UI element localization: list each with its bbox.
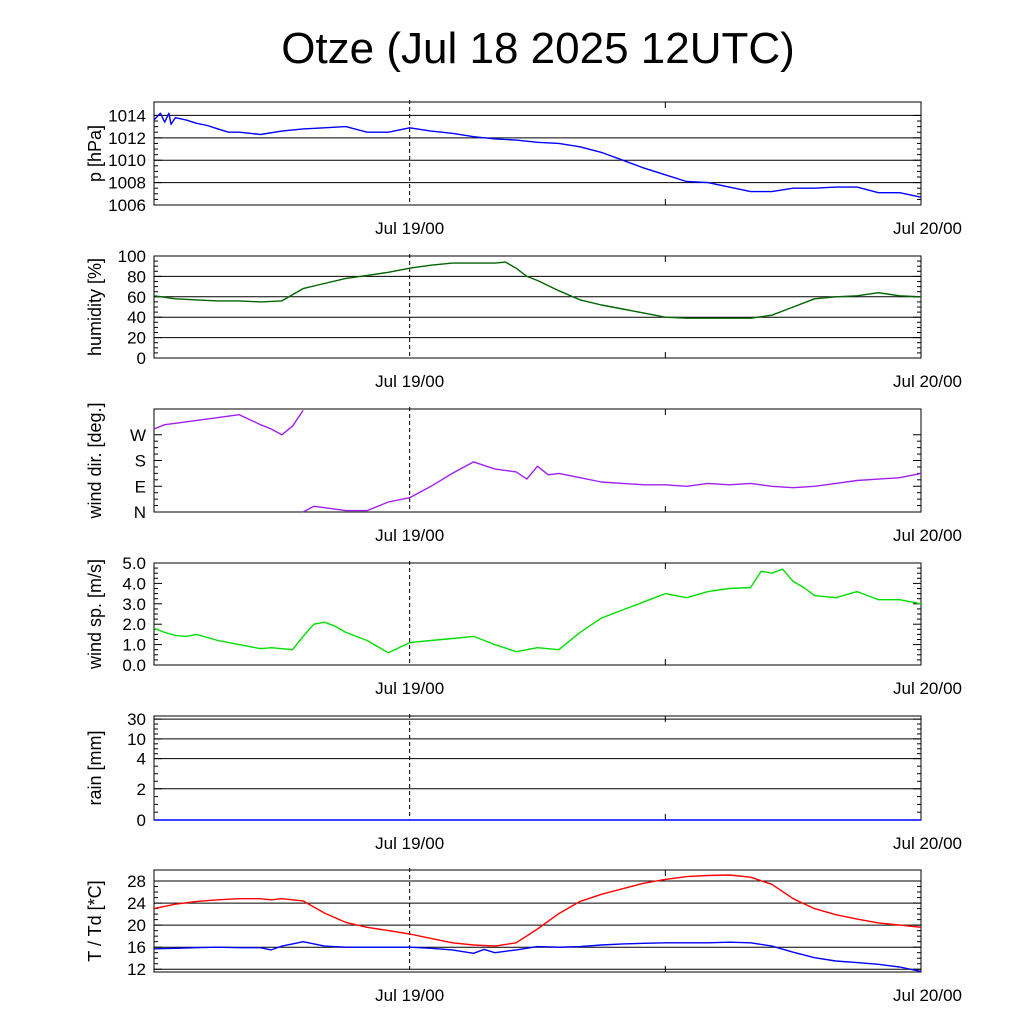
x-tick-label: Jul 20/00	[893, 679, 962, 698]
y-tick-label: E	[135, 477, 146, 496]
y-axis-label: T / Td [*C]	[85, 880, 105, 961]
y-tick-label: 16	[127, 938, 146, 957]
panel-6-series-2	[153, 941, 922, 973]
y-tick-label: 28	[127, 872, 146, 891]
y-tick-label: 12	[127, 960, 146, 979]
y-tick-label: 1012	[108, 129, 146, 148]
x-tick-label: Jul 19/00	[375, 372, 444, 391]
y-tick-label: 1008	[108, 174, 146, 193]
panel-3-series-1	[153, 410, 304, 436]
y-tick-label: 80	[127, 267, 146, 286]
y-tick-label: 10	[127, 730, 146, 749]
panel-5-frame	[153, 715, 922, 821]
y-tick-label: 4.0	[122, 574, 146, 593]
y-axis-label: wind dir. [deg.]	[85, 402, 105, 519]
y-tick-label: S	[135, 452, 146, 471]
x-tick-label: Jul 19/00	[375, 986, 444, 1005]
panel-6-frame	[153, 869, 922, 973]
y-tick-label: 1006	[108, 196, 146, 215]
x-tick-label: Jul 20/00	[893, 372, 962, 391]
x-tick-label: Jul 19/00	[375, 526, 444, 545]
y-axis-label: humidity [%]	[85, 258, 105, 356]
y-tick-label: W	[130, 426, 146, 445]
panel-2-frame	[153, 255, 922, 359]
panel-3-frame	[153, 408, 922, 513]
y-tick-label: N	[134, 503, 146, 522]
panel-6-series-1	[153, 874, 922, 947]
panel-4-series-1	[153, 568, 922, 654]
chart-title: Otze (Jul 18 2025 12UTC)	[281, 24, 795, 73]
x-tick-label: Jul 20/00	[893, 526, 962, 545]
y-tick-label: 0	[137, 811, 146, 830]
y-tick-label: 1.0	[122, 636, 146, 655]
y-tick-label: 24	[127, 894, 146, 913]
y-axis-label: wind sp. [m/s]	[85, 559, 105, 670]
x-tick-label: Jul 19/00	[375, 219, 444, 238]
y-tick-label: 100	[118, 247, 146, 266]
y-tick-label: 1014	[108, 106, 146, 125]
y-tick-label: 2.0	[122, 615, 146, 634]
y-axis-label: p [hPa]	[85, 125, 105, 182]
y-tick-label: 3.0	[122, 595, 146, 614]
panel-4-frame	[153, 562, 922, 666]
x-tick-label: Jul 20/00	[893, 986, 962, 1005]
panel-1-series-1	[153, 112, 922, 198]
y-tick-label: 1010	[108, 151, 146, 170]
y-tick-label: 5.0	[122, 554, 146, 573]
y-tick-label: 4	[137, 750, 146, 769]
y-tick-label: 0	[137, 349, 146, 368]
y-axis-label: rain [mm]	[85, 730, 105, 805]
panel-2-series-1	[153, 261, 922, 319]
y-tick-label: 0.0	[122, 656, 146, 675]
panel-1-frame	[153, 101, 922, 206]
y-tick-label: 60	[127, 288, 146, 307]
x-tick-label: Jul 19/00	[375, 679, 444, 698]
x-tick-label: Jul 19/00	[375, 834, 444, 853]
y-tick-label: 40	[127, 308, 146, 327]
y-tick-label: 20	[127, 329, 146, 348]
x-tick-label: Jul 20/00	[893, 219, 962, 238]
y-tick-label: 30	[127, 710, 146, 729]
panel-3-series-2	[302, 461, 922, 513]
y-tick-label: 2	[137, 780, 146, 799]
y-tick-label: 20	[127, 916, 146, 935]
x-tick-label: Jul 20/00	[893, 834, 962, 853]
